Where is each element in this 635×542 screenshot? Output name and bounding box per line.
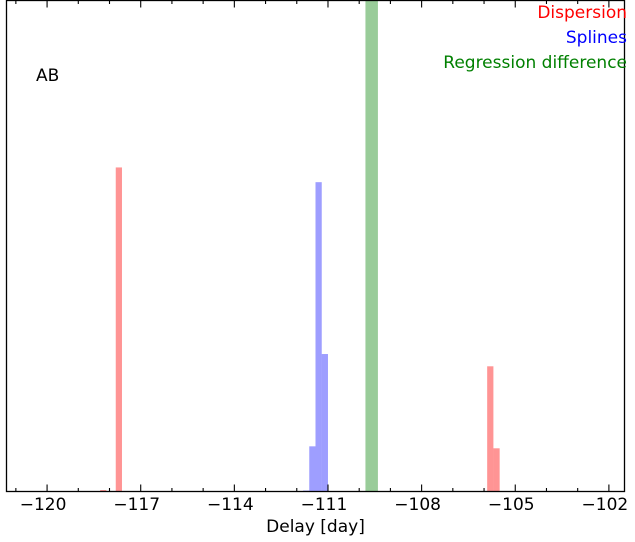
bars-layer — [100, 0, 500, 492]
histogram-bar — [309, 446, 316, 492]
histogram-bar — [115, 167, 122, 492]
series-dispersion — [100, 167, 500, 492]
panel-annotation: AB — [36, 66, 59, 86]
histogram-bar — [321, 354, 328, 492]
legend-entry: Dispersion — [537, 3, 627, 23]
x-tick-label: −108 — [394, 495, 441, 515]
legend-entry: Splines — [566, 28, 627, 48]
series-regression-difference — [365, 0, 378, 492]
plot-frame — [5, 0, 626, 493]
histogram-bar — [100, 490, 107, 492]
x-tick-label: −114 — [207, 495, 254, 515]
x-axis-tick-labels: −120 −117 −114 −111 −108 −105 −102 — [20, 495, 629, 515]
x-axis-label: Delay [day] — [266, 517, 365, 537]
histogram-bar — [493, 448, 500, 492]
histogram-bar — [315, 182, 322, 492]
legend: Dispersion Splines Regression difference — [443, 3, 627, 73]
histogram-bar — [487, 366, 494, 492]
histogram-bar — [365, 0, 378, 492]
series-splines — [303, 182, 328, 492]
legend-entry: Regression difference — [443, 53, 627, 73]
x-tick-label: −102 — [582, 495, 629, 515]
x-tick-label: −117 — [113, 495, 160, 515]
x-axis-ticks — [15, 0, 610, 492]
x-tick-label: −105 — [488, 495, 535, 515]
x-tick-label: −111 — [301, 495, 348, 515]
x-tick-label: −120 — [20, 495, 67, 515]
